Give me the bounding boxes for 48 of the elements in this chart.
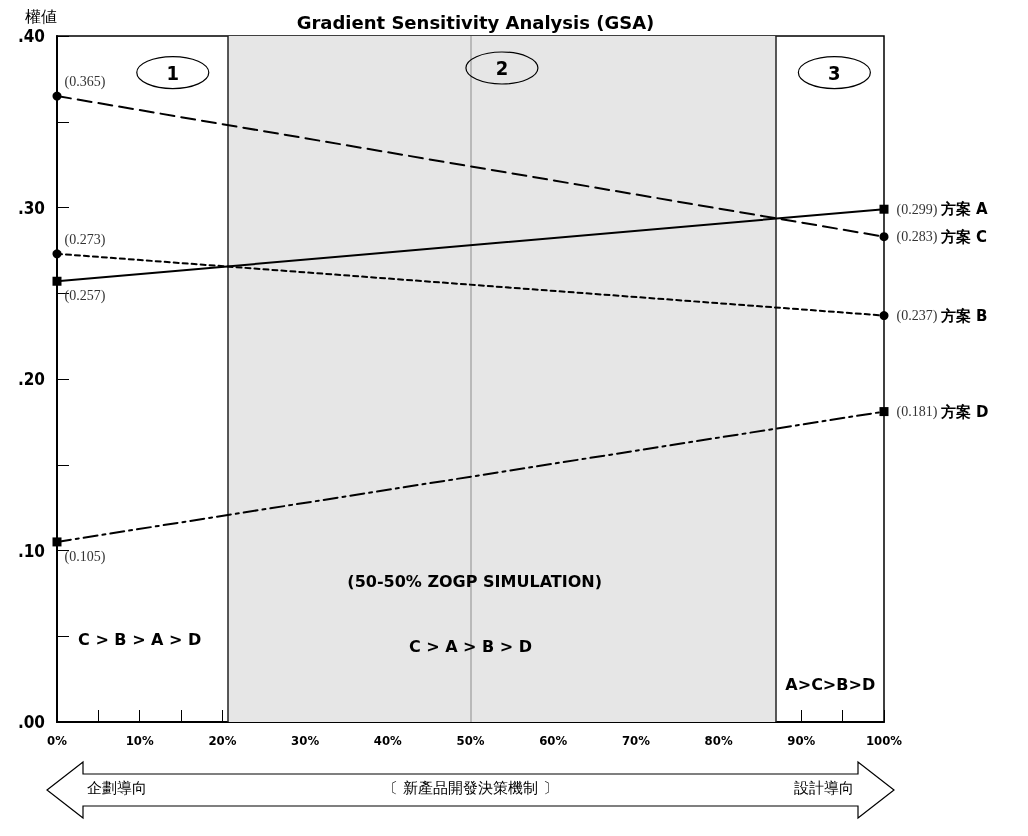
x-tick-label: 0% [47, 733, 68, 748]
x-tick-label: 80% [704, 733, 733, 748]
annotation: 3 [828, 60, 841, 85]
x-tick-label: 60% [539, 733, 568, 748]
y-tick-label: .10 [17, 540, 45, 561]
x-tick-label: 50% [456, 733, 485, 748]
data-label: (0.299) [896, 201, 941, 218]
data-label: (0.181) [896, 404, 941, 421]
x-tick-label: 70% [621, 733, 651, 748]
point [879, 204, 889, 214]
text: 方案 B [939, 306, 988, 325]
annotation: C > B > A > D [78, 630, 202, 650]
x-tick-label: 30% [291, 733, 320, 748]
data-label: (0.365) [64, 74, 106, 91]
annotation: (50-50% ZOGP SIMULATION) [347, 571, 602, 591]
point [879, 232, 889, 242]
y-tick-label: .00 [17, 712, 45, 732]
annotation: 1 [166, 60, 180, 85]
point [52, 91, 62, 101]
data-label: (0.105) [64, 548, 106, 565]
point [879, 311, 889, 321]
y-axis-title: 權値 [25, 6, 57, 26]
x-tick-label: 90% [787, 733, 816, 748]
x-tick-label: 100% [865, 733, 903, 748]
chart-title: Gradient Sensitivity Analysis (GSA) [296, 11, 655, 33]
band-label: 2 [495, 56, 509, 80]
x-tick-label: 40% [373, 733, 403, 748]
y-tick-label: .20 [17, 369, 45, 389]
text: 方案 A [939, 200, 989, 219]
x-tick-label: 10% [125, 733, 154, 748]
point [52, 249, 62, 259]
point [879, 407, 889, 417]
point [52, 537, 62, 547]
text: 方案 C [939, 227, 988, 246]
data-label: (0.257) [64, 288, 106, 305]
y-tick-label: .30 [17, 197, 45, 218]
x-tick-label: 20% [208, 733, 237, 748]
annotation: C > A > B > D [408, 636, 533, 656]
point [52, 276, 62, 286]
y-tick-label: .40 [17, 26, 45, 46]
data-label: (0.273) [64, 231, 106, 248]
text: 〔 新產品開發決策機制 〕 [383, 779, 558, 798]
data-label: (0.237) [896, 308, 941, 325]
text: 企劃導向 [87, 779, 147, 798]
annotation: A>C>B>D [785, 674, 876, 694]
text: 方案 D [939, 402, 989, 421]
data-label: (0.283) [896, 229, 941, 246]
text: 設計導向 [794, 779, 854, 798]
